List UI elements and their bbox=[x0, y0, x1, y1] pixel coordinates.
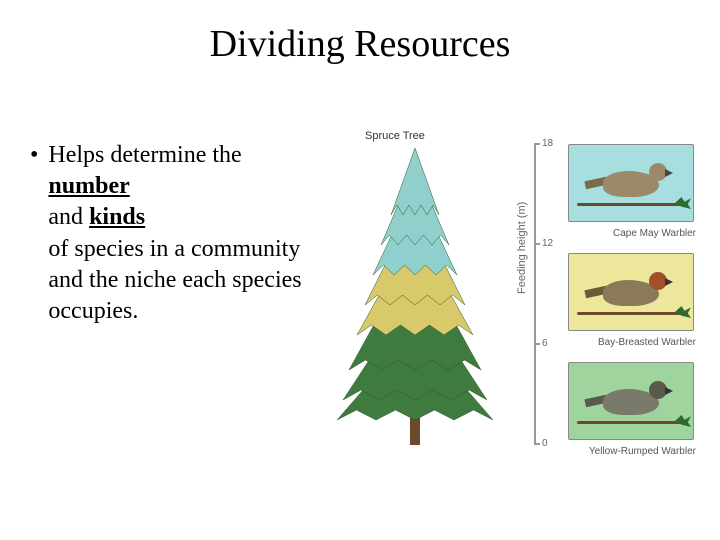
tree-label: Spruce Tree bbox=[365, 130, 425, 142]
bullet-text: • Helps determine the number and kinds o… bbox=[30, 140, 310, 327]
axis-tick bbox=[534, 343, 540, 345]
bird-beak bbox=[665, 169, 673, 177]
bird-card bbox=[568, 362, 694, 440]
bullet-kinds: kinds bbox=[89, 204, 145, 230]
bird-card bbox=[568, 144, 694, 222]
bird-caption: Cape May Warbler bbox=[568, 228, 698, 239]
bird-card bbox=[568, 253, 694, 331]
bullet-rest: of species in a community and the niche … bbox=[48, 236, 301, 324]
axis-tick-label: 18 bbox=[542, 138, 553, 149]
branch-icon bbox=[577, 203, 687, 206]
height-axis: Feeding height (m) 061218 bbox=[520, 144, 550, 444]
branch-icon bbox=[577, 421, 687, 424]
tree-icon bbox=[330, 130, 500, 450]
axis-line bbox=[534, 144, 536, 444]
axis-tick-label: 12 bbox=[542, 238, 553, 249]
axis-title: Feeding height (m) bbox=[516, 202, 528, 294]
page-title: Dividing Resources bbox=[0, 22, 720, 66]
figure: Spruce Tree Feeding height (m) 0 6 12 18 Ca… bbox=[330, 130, 700, 450]
axis-tick-label: 6 bbox=[542, 338, 548, 349]
bullet-dot: • bbox=[30, 140, 38, 327]
bullet-mid: and bbox=[48, 204, 89, 230]
bird-caption: Yellow-Rumped Warbler bbox=[568, 446, 698, 457]
axis-tick bbox=[534, 243, 540, 245]
axis-tick bbox=[534, 143, 540, 145]
bird-caption: Bay-Breasted Warbler bbox=[568, 337, 698, 348]
spruce-tree: Spruce Tree bbox=[330, 130, 500, 450]
axis-tick bbox=[534, 443, 540, 445]
bullet-prefix: Helps determine the bbox=[48, 142, 241, 168]
bullet-number: number bbox=[48, 173, 129, 199]
axis-tick-label: 0 bbox=[542, 438, 548, 449]
bullet-content: Helps determine the number and kinds of … bbox=[48, 140, 310, 327]
bird-beak bbox=[665, 278, 673, 286]
branch-icon bbox=[577, 312, 687, 315]
bird-column: Cape May Warbler Bay-Breasted Warbler Yell… bbox=[568, 144, 698, 471]
bird-beak bbox=[665, 387, 673, 395]
